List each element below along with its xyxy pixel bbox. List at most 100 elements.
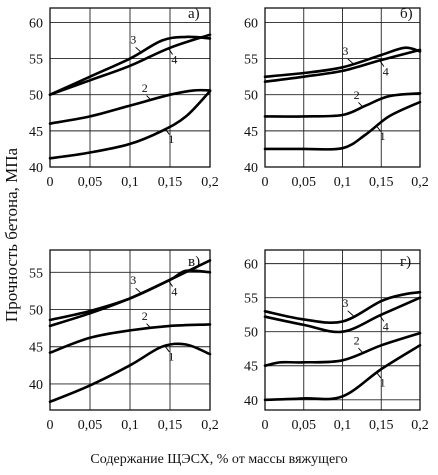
x-tick-label: 0,05: [78, 175, 103, 190]
series-label-leader: [168, 280, 173, 287]
series-label-1: 1: [168, 349, 174, 363]
y-tick-label: 60: [244, 258, 258, 273]
y-tick-label: 60: [29, 16, 43, 31]
series-label-leader: [379, 315, 385, 322]
y-tick-label: 45: [244, 360, 258, 375]
panel-label: б): [400, 6, 413, 22]
series-label-4: 4: [383, 319, 389, 333]
series-line-1: [48, 89, 212, 160]
y-axis-title-wrap: Прочность бетона, МПа: [0, 20, 24, 450]
series-label-leader: [164, 346, 170, 353]
series-label-leader: [135, 287, 142, 294]
series-label-4: 4: [171, 52, 177, 66]
series-label-leader: [146, 95, 152, 101]
x-tick-label: 0,05: [78, 418, 103, 433]
x-tick-label: 0,1: [121, 418, 139, 433]
y-tick-label: 55: [244, 292, 258, 307]
y-tick-label: 50: [244, 326, 258, 341]
y-axis-title: Прочность бетона, МПа: [2, 147, 21, 323]
y-tick-label: 45: [29, 125, 43, 140]
x-tick-label: 0,05: [292, 418, 317, 433]
y-tick-label: 50: [29, 304, 43, 319]
series-label-leader: [379, 60, 385, 67]
series-label-leader: [164, 128, 170, 135]
plot-frame: [49, 249, 211, 411]
panel-label: а): [188, 6, 200, 22]
panel-2: 0 0,05 0,1 0,15 0,2 40 45 50 55 60 б) 1 2 3 4: [244, 6, 429, 190]
series-line-1: [263, 344, 422, 402]
y-tick-label: 50: [244, 89, 258, 104]
series-line-2: [48, 88, 212, 125]
x-tick-label: 0,1: [121, 175, 139, 190]
series-label-leader: [347, 58, 354, 65]
x-tick-label: 0,2: [201, 418, 219, 433]
series-line-3: [48, 35, 212, 96]
series-line-2: [48, 323, 212, 354]
series-line-1: [263, 100, 422, 151]
series-label-leader: [376, 372, 382, 379]
series-label-3: 3: [130, 32, 136, 46]
plot-frame: [49, 7, 211, 168]
series-line-4: [48, 33, 212, 96]
x-tick-label: 0: [262, 418, 269, 433]
y-tick-label: 40: [244, 394, 258, 409]
series-label-1: 1: [380, 375, 386, 389]
panel-1: 0 0,05 0,1 0,15 0,2 40 45 50 55 60 а) 1 2 3 4: [29, 6, 219, 190]
x-tick-label: 0,1: [334, 175, 352, 190]
x-tick-label: 0,05: [292, 175, 317, 190]
series-label-2: 2: [354, 88, 360, 102]
series-label-2: 2: [354, 334, 360, 348]
series-label-1: 1: [380, 129, 386, 143]
y-tick-label: 40: [29, 378, 43, 393]
series-line-2: [263, 92, 422, 118]
y-tick-label: 45: [29, 341, 43, 356]
series-line-3: [263, 46, 422, 78]
y-tick-label: 55: [29, 266, 43, 281]
x-tick-label: 0,15: [369, 418, 394, 433]
series-label-leader: [358, 347, 363, 353]
x-tick-label: 0,2: [201, 175, 219, 190]
series-line-4: [48, 259, 212, 328]
x-tick-label: 0,15: [369, 175, 394, 190]
x-tick-label: 0,2: [411, 418, 429, 433]
y-tick-label: 50: [29, 89, 43, 104]
x-tick-label: 0,2: [411, 175, 429, 190]
series-label-1: 1: [168, 132, 174, 146]
series-label-leader: [168, 48, 173, 55]
panel-label: г): [400, 254, 411, 270]
series-line-4: [263, 48, 422, 83]
series-label-3: 3: [130, 273, 136, 287]
series-label-leader: [376, 125, 382, 132]
y-tick-label: 40: [29, 161, 43, 176]
series-label-3: 3: [342, 44, 348, 58]
series-label-4: 4: [383, 64, 389, 78]
series-label-leader: [347, 310, 354, 317]
series-label-4: 4: [171, 285, 177, 299]
plot-frame: [264, 7, 421, 168]
series-label-2: 2: [142, 81, 148, 95]
series-line-3: [263, 290, 422, 325]
y-tick-label: 55: [244, 53, 258, 68]
series-line-4: [263, 296, 422, 334]
y-tick-label: 60: [244, 16, 258, 31]
x-tick-label: 0,15: [158, 175, 183, 190]
plot-frame: [264, 249, 421, 411]
series-label-leader: [146, 323, 152, 329]
series-label-3: 3: [342, 296, 348, 310]
x-tick-label: 0: [47, 418, 54, 433]
x-tick-label: 0,1: [334, 418, 352, 433]
panel-4: 0 0,05 0,1 0,15 0,2 40 45 50 55 60 г) 1 2 3 4: [244, 249, 429, 433]
y-tick-label: 55: [29, 53, 43, 68]
y-tick-label: 45: [244, 125, 258, 140]
x-tick-label: 0: [47, 175, 54, 190]
series-label-leader: [135, 46, 142, 53]
series-line-1: [48, 342, 212, 404]
x-axis-title: Содержание ЩЭСХ, % от массы вяжущего: [90, 452, 348, 467]
y-tick-label: 40: [244, 161, 258, 176]
x-tick-label: 0,15: [158, 418, 183, 433]
series-label-2: 2: [142, 309, 148, 323]
series-label-leader: [358, 102, 363, 108]
series-line-2: [263, 331, 422, 367]
